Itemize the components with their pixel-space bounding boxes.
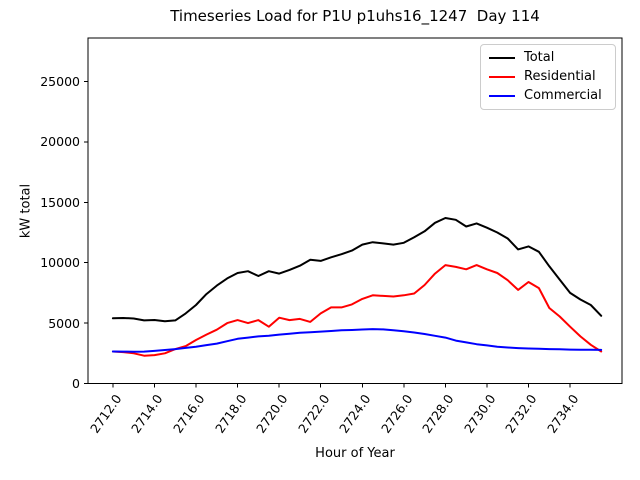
y-tick-label: 15000 [40, 194, 80, 210]
y-tick-label: 20000 [40, 134, 80, 150]
legend-row-commercial: Commercial [489, 88, 607, 104]
y-tick-label: 10000 [40, 255, 80, 271]
total-line-sample [489, 56, 515, 59]
axes-box [87, 37, 623, 384]
legend-label-total: Total [524, 49, 555, 65]
total-line [111, 217, 603, 323]
commercial-line [111, 328, 603, 353]
y-tick-label: 0 [72, 376, 80, 391]
chart-title: Timeseries Load for P1U p1uhs16_1247 Day… [170, 7, 540, 25]
y-tick-label: 5000 [48, 315, 80, 331]
legend-row-total: Total [489, 50, 607, 66]
commercial-line-sample [489, 95, 515, 98]
residential-line [111, 264, 603, 357]
y-tick-label: 25000 [40, 73, 80, 89]
legend-row-residential: Residential [489, 69, 607, 85]
x-axis-label: Hour of Year [315, 446, 395, 461]
legend-label-residential: Residential [524, 68, 596, 84]
legend: Total Residential Commercial [480, 44, 616, 110]
residential-line-sample [489, 75, 515, 78]
legend-label-commercial: Commercial [524, 88, 602, 104]
